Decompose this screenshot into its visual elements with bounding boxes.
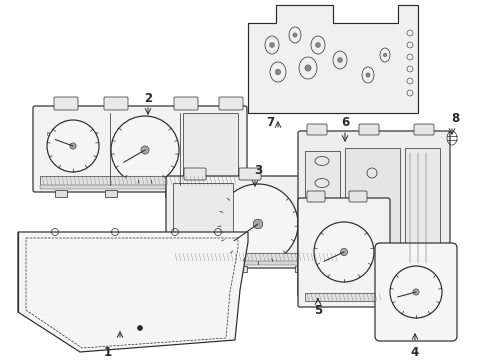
FancyBboxPatch shape: [349, 191, 367, 202]
Circle shape: [341, 248, 347, 256]
FancyBboxPatch shape: [33, 106, 247, 192]
Polygon shape: [248, 5, 418, 113]
FancyBboxPatch shape: [307, 191, 325, 202]
Text: 6: 6: [341, 116, 349, 129]
Bar: [235, 266, 247, 272]
Circle shape: [305, 65, 311, 71]
Bar: [105, 190, 117, 197]
Circle shape: [316, 42, 320, 48]
Circle shape: [338, 58, 343, 62]
Text: 8: 8: [451, 112, 459, 125]
Circle shape: [253, 219, 263, 229]
Bar: [330, 266, 342, 272]
Bar: [173, 261, 341, 265]
Circle shape: [218, 184, 298, 264]
Bar: [215, 190, 227, 197]
FancyBboxPatch shape: [104, 97, 128, 110]
Circle shape: [293, 33, 297, 37]
FancyBboxPatch shape: [359, 124, 379, 135]
FancyBboxPatch shape: [298, 131, 450, 297]
Circle shape: [270, 42, 274, 48]
Text: E: E: [47, 132, 49, 137]
Text: 3: 3: [254, 163, 262, 176]
Circle shape: [366, 73, 370, 77]
Bar: [185, 266, 197, 272]
FancyBboxPatch shape: [307, 124, 327, 135]
Text: 2: 2: [144, 91, 152, 104]
Circle shape: [390, 266, 442, 318]
Bar: [305, 293, 383, 301]
Circle shape: [314, 222, 374, 282]
FancyBboxPatch shape: [54, 97, 78, 110]
FancyBboxPatch shape: [298, 198, 390, 307]
Bar: [55, 190, 67, 197]
Bar: [345, 148, 400, 268]
Circle shape: [70, 143, 76, 149]
Circle shape: [111, 116, 179, 184]
FancyBboxPatch shape: [239, 168, 261, 180]
Text: 1: 1: [104, 346, 112, 359]
Circle shape: [47, 120, 99, 172]
Text: 7: 7: [266, 116, 274, 129]
Bar: [173, 253, 341, 261]
FancyBboxPatch shape: [174, 97, 198, 110]
Bar: [405, 148, 440, 268]
Circle shape: [413, 289, 419, 295]
FancyBboxPatch shape: [414, 124, 434, 135]
Text: F: F: [96, 132, 98, 137]
Bar: [305, 151, 340, 231]
Bar: [173, 183, 233, 251]
FancyBboxPatch shape: [184, 168, 206, 180]
Circle shape: [138, 325, 143, 330]
Text: 4: 4: [411, 346, 419, 359]
Circle shape: [275, 69, 281, 75]
Polygon shape: [18, 232, 248, 352]
FancyBboxPatch shape: [299, 168, 321, 180]
Circle shape: [383, 53, 387, 57]
FancyBboxPatch shape: [219, 97, 243, 110]
Bar: [183, 113, 238, 185]
Bar: [295, 266, 307, 272]
Circle shape: [141, 146, 149, 154]
FancyBboxPatch shape: [375, 243, 457, 341]
Bar: [165, 190, 177, 197]
FancyBboxPatch shape: [166, 176, 348, 268]
Bar: [40, 176, 240, 185]
Bar: [40, 185, 240, 189]
Text: 5: 5: [314, 303, 322, 316]
